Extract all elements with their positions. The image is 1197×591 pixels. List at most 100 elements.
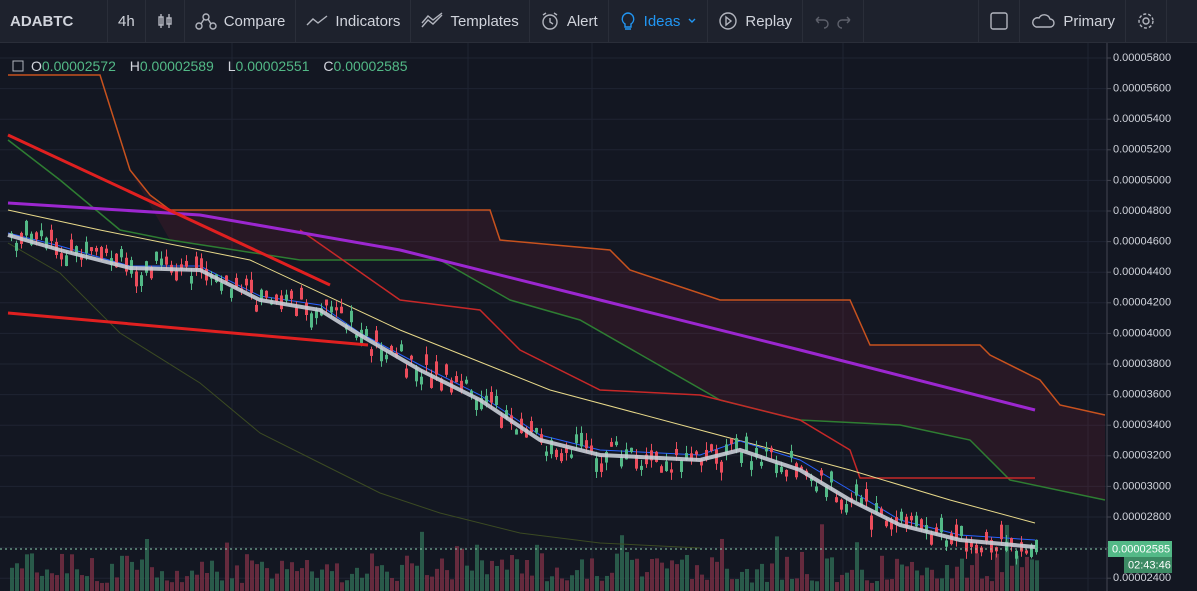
- candle-body: [555, 449, 558, 458]
- alert-label: Alert: [566, 12, 598, 30]
- volume-bar: [615, 553, 619, 591]
- volume-bar: [435, 568, 439, 591]
- cloud-lower: [7, 139, 1106, 501]
- volume-bar: [345, 580, 349, 591]
- indicators-button[interactable]: Indicators: [296, 0, 412, 42]
- volume-bar: [1035, 560, 1039, 591]
- base-line: [299, 229, 1035, 479]
- volume-bar: [825, 558, 829, 591]
- collapse-icon[interactable]: [12, 60, 24, 72]
- candle-body: [440, 378, 443, 391]
- candle-body: [570, 454, 573, 458]
- volume-bar: [155, 577, 159, 591]
- volume-bar: [340, 582, 344, 591]
- candle-body: [190, 275, 193, 284]
- alert-button[interactable]: Alert: [530, 0, 609, 42]
- volume-bar: [365, 573, 369, 591]
- volume-bar: [710, 557, 714, 591]
- volume-bar: [950, 578, 954, 591]
- volume-bar: [725, 568, 729, 591]
- volume-bar: [145, 538, 149, 591]
- candle-body: [385, 354, 388, 360]
- candle-body: [100, 247, 103, 260]
- symbol-button[interactable]: ADABTC: [0, 0, 108, 42]
- volume-bar: [650, 558, 654, 591]
- candle-body: [840, 499, 843, 510]
- candle-body: [695, 451, 698, 455]
- candle-body: [495, 395, 498, 406]
- volume-bar: [865, 580, 869, 591]
- candle-body: [485, 395, 488, 403]
- side-button[interactable]: [1167, 0, 1197, 42]
- candle-body: [340, 306, 343, 314]
- volume-bar: [250, 560, 254, 591]
- volume-bar: [65, 573, 69, 591]
- bar-style-button[interactable]: [146, 0, 185, 42]
- volume-bar: [1010, 565, 1014, 591]
- candle-body: [335, 307, 338, 311]
- high-value: 0.00002589: [140, 58, 214, 74]
- volume-bar: [190, 570, 194, 591]
- candle-body: [115, 253, 118, 268]
- volume-bar: [20, 568, 24, 591]
- volume-bar: [960, 558, 964, 591]
- price-axis[interactable]: [1107, 43, 1197, 591]
- candle-body: [595, 458, 598, 472]
- volume-bar: [110, 563, 114, 591]
- fullscreen-button[interactable]: [978, 0, 1021, 42]
- candle-body: [905, 516, 908, 528]
- volume-bar: [890, 579, 894, 591]
- candle-body: [680, 460, 683, 472]
- volume-bar: [220, 580, 224, 591]
- volume-bar: [350, 573, 354, 591]
- interval-button[interactable]: 4h: [108, 0, 146, 42]
- candle-body: [990, 540, 993, 553]
- candle-body: [675, 448, 678, 456]
- volume-bar: [840, 574, 844, 591]
- candle-body: [200, 258, 203, 273]
- candle-body: [925, 524, 928, 532]
- candle-body: [150, 267, 153, 279]
- candle-body: [325, 299, 328, 306]
- trend-line[interactable]: [7, 311, 369, 347]
- volume-bar: [200, 561, 204, 591]
- volume-bar: [940, 578, 944, 591]
- undo-redo-icon[interactable]: [813, 12, 853, 30]
- candle-body: [310, 313, 313, 328]
- candle-body: [615, 441, 618, 446]
- candle-body: [1035, 539, 1038, 553]
- volume-bar: [450, 579, 454, 591]
- volume-bar: [85, 576, 89, 591]
- trend-line[interactable]: [7, 133, 331, 287]
- ideas-button[interactable]: Ideas: [609, 0, 709, 42]
- volume-bars: [10, 524, 1039, 591]
- volume-bar: [665, 568, 669, 591]
- candle-body: [490, 391, 493, 403]
- price-axis-label: 0.00004600: [1113, 236, 1171, 248]
- volume-bar: [405, 555, 409, 591]
- countdown: 02:43:46: [1128, 559, 1171, 571]
- replay-button[interactable]: Replay: [708, 0, 804, 42]
- candle-body: [465, 379, 468, 384]
- candle-body: [515, 429, 518, 435]
- volume-bar: [535, 544, 539, 591]
- volume-bar: [425, 575, 429, 591]
- volume-bar: [395, 580, 399, 591]
- price-axis-label: 0.00002800: [1113, 511, 1171, 523]
- templates-button[interactable]: Templates: [411, 0, 530, 42]
- candle-body: [420, 376, 423, 385]
- settings-button[interactable]: [1126, 0, 1167, 42]
- volume-bar: [555, 567, 559, 591]
- templates-label: Templates: [450, 12, 519, 30]
- compare-button[interactable]: Compare: [185, 0, 297, 42]
- layout-button[interactable]: Primary: [1020, 0, 1126, 42]
- templates-icon: [421, 12, 443, 28]
- candle-body: [85, 241, 88, 254]
- price-axis-label: 0.00002400: [1113, 572, 1171, 584]
- alert-icon: [542, 12, 558, 30]
- candle-body: [935, 527, 938, 534]
- candle-body: [50, 229, 53, 241]
- candle-body: [660, 466, 663, 473]
- candle-body: [265, 290, 268, 298]
- candle-body: [585, 440, 588, 449]
